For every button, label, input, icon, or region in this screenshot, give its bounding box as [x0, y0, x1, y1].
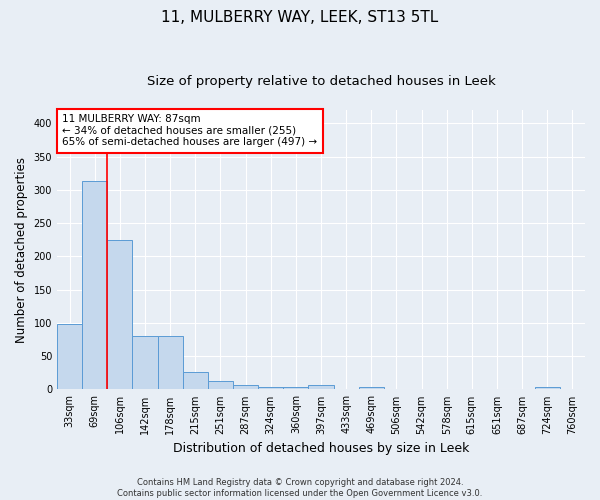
Bar: [133, 336, 158, 390]
Bar: [208, 382, 233, 390]
Text: 11 MULBERRY WAY: 87sqm
← 34% of detached houses are smaller (255)
65% of semi-de: 11 MULBERRY WAY: 87sqm ← 34% of detached…: [62, 114, 317, 148]
Bar: [359, 387, 384, 390]
Bar: [183, 372, 208, 390]
Y-axis label: Number of detached properties: Number of detached properties: [15, 156, 28, 342]
X-axis label: Distribution of detached houses by size in Leek: Distribution of detached houses by size …: [173, 442, 469, 455]
Bar: [107, 240, 133, 390]
Bar: [158, 336, 183, 390]
Bar: [535, 387, 560, 390]
Bar: [57, 324, 82, 390]
Bar: [82, 181, 107, 390]
Title: Size of property relative to detached houses in Leek: Size of property relative to detached ho…: [146, 75, 496, 88]
Bar: [283, 387, 308, 390]
Bar: [308, 386, 334, 390]
Text: 11, MULBERRY WAY, LEEK, ST13 5TL: 11, MULBERRY WAY, LEEK, ST13 5TL: [161, 10, 439, 25]
Bar: [258, 387, 283, 390]
Bar: [233, 386, 258, 390]
Text: Contains HM Land Registry data © Crown copyright and database right 2024.
Contai: Contains HM Land Registry data © Crown c…: [118, 478, 482, 498]
